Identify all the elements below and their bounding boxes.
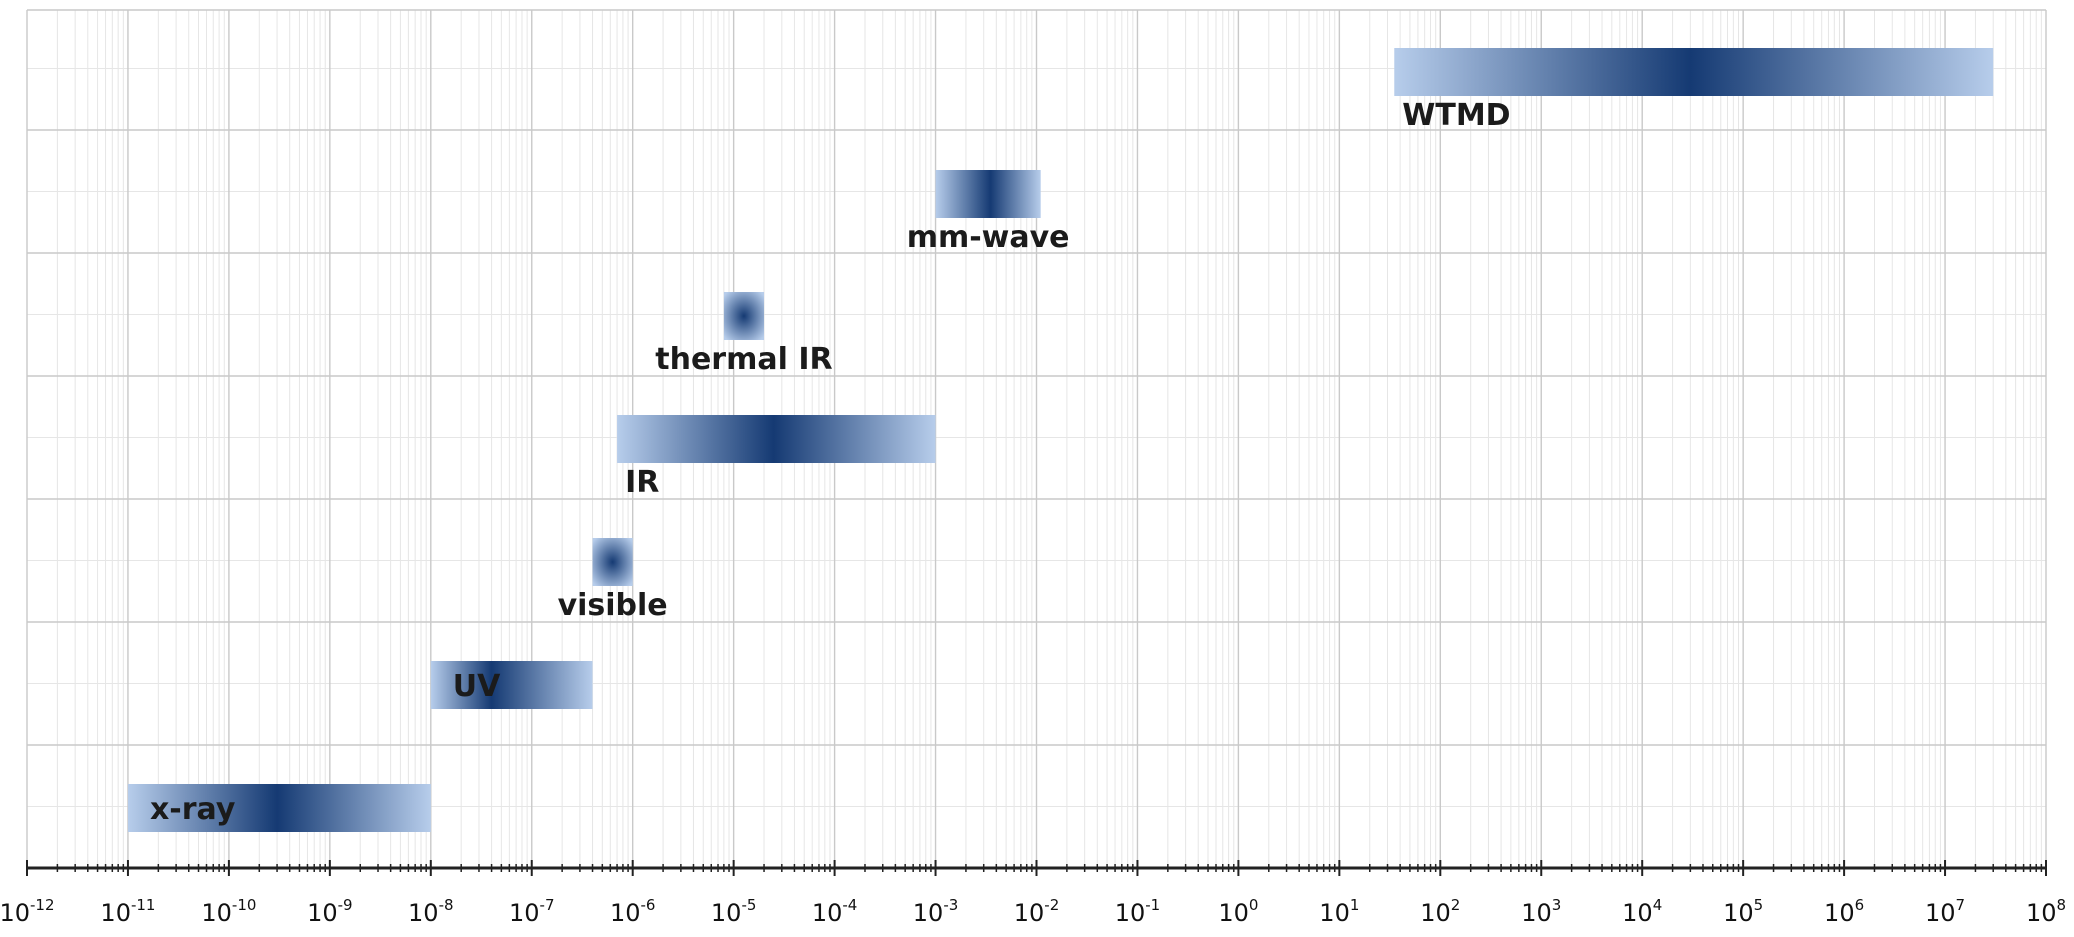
x-axis-tick-labels: 10-12 10-11 10-10 10-9 10-8 10-7 10-6 10-5 10-4 1… xyxy=(0,896,2066,927)
tick-label: 106 xyxy=(1824,896,1864,927)
band-bar-x-ray xyxy=(127,784,431,832)
tick-label: 107 xyxy=(1925,896,1965,927)
tick-label: 105 xyxy=(1723,896,1763,927)
band-bar-wtmd xyxy=(1394,48,1994,96)
band-labels: x-ray UV visible IR thermal IR mm-wave WTMD xyxy=(150,98,1511,827)
band-bar-ir xyxy=(617,415,936,463)
tick-label: 10-2 xyxy=(1014,896,1060,927)
tick-label: 104 xyxy=(1622,896,1662,927)
tick-label: 10-7 xyxy=(509,896,555,927)
tick-label: 10-12 xyxy=(0,896,55,927)
tick-label: 10-1 xyxy=(1115,896,1161,927)
tick-label: 10-4 xyxy=(812,896,858,927)
band-bar-uv xyxy=(430,661,593,709)
band-bars xyxy=(127,48,1994,832)
band-label-thermal-ir: thermal IR xyxy=(655,342,832,377)
tick-label: 103 xyxy=(1521,896,1561,927)
tick-label: 10-10 xyxy=(201,896,256,927)
tick-label: 10-5 xyxy=(711,896,757,927)
band-label-visible: visible xyxy=(558,588,668,623)
major-gridlines xyxy=(26,9,2047,868)
tick-label: 10-9 xyxy=(307,896,353,927)
tick-label: 101 xyxy=(1319,896,1359,927)
band-label-uv: UV xyxy=(453,669,501,704)
tick-label: 100 xyxy=(1218,896,1258,927)
tick-label: 10-6 xyxy=(610,896,656,927)
band-label-mm-wave: mm-wave xyxy=(907,220,1070,255)
tick-label: 102 xyxy=(1420,896,1460,927)
band-bar-mm-wave xyxy=(935,170,1041,218)
tick-label: 10-11 xyxy=(100,896,155,927)
band-label-ir: IR xyxy=(625,465,659,500)
band-label-x-ray: x-ray xyxy=(150,792,236,827)
tick-label: 108 xyxy=(2026,896,2066,927)
band-bar-thermal-ir xyxy=(723,292,765,340)
band-bar-visible xyxy=(592,538,633,586)
tick-label: 10-8 xyxy=(408,896,454,927)
band-label-wtmd: WTMD xyxy=(1402,98,1510,133)
x-axis xyxy=(26,860,2047,876)
tick-label: 10-3 xyxy=(913,896,959,927)
